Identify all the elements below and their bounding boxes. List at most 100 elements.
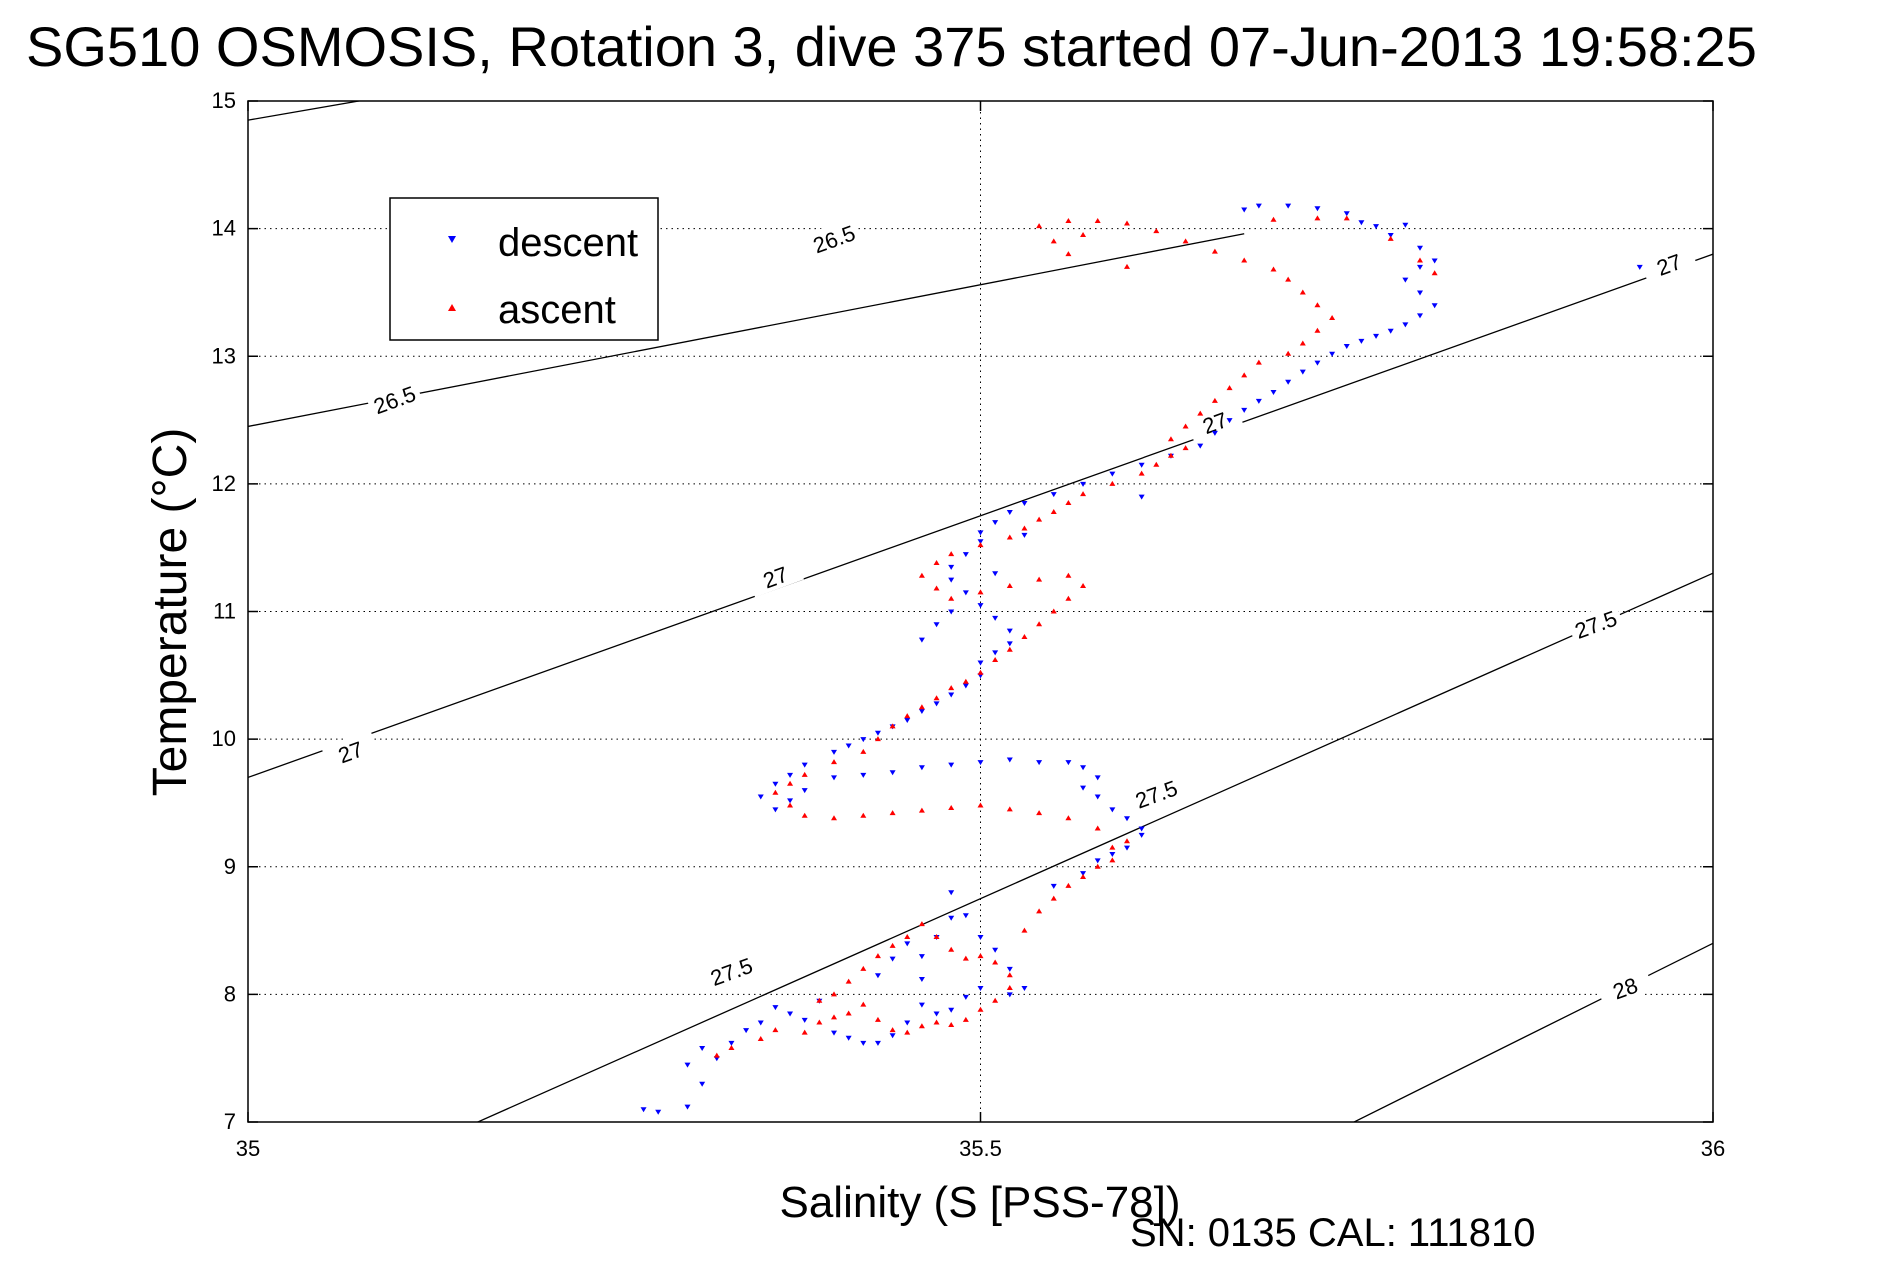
ascent-point [831, 815, 837, 821]
descent-point [787, 1011, 794, 1017]
ascent-point [1197, 410, 1204, 416]
ascent-point [992, 959, 999, 965]
x-tick-label: 35 [236, 1136, 260, 1161]
ascent-point [933, 695, 940, 701]
ascent-point [1036, 810, 1043, 816]
descent-point [1138, 462, 1145, 468]
descent-point [1299, 369, 1306, 375]
descent-point [977, 934, 984, 940]
ascent-point [860, 812, 867, 818]
density-contour-line [476, 572, 1713, 1122]
descent-point [992, 615, 999, 621]
descent-point [889, 956, 896, 962]
ascent-point [933, 933, 940, 939]
ascent-point [1021, 634, 1028, 640]
ascent-point [1065, 500, 1072, 506]
ascent-point [772, 1027, 779, 1033]
ascent-point [1124, 263, 1130, 269]
descent-point [962, 590, 969, 596]
descent-point [1080, 481, 1087, 487]
descent-point [948, 1007, 955, 1013]
descent-point [1109, 471, 1116, 477]
ascent-point [918, 704, 925, 710]
descent-point [1021, 501, 1028, 507]
ascent-point [1080, 873, 1087, 879]
descent-point [977, 760, 984, 766]
descent-point [831, 775, 837, 781]
descent-point [948, 890, 955, 896]
ascent-point [1167, 436, 1174, 442]
x-axis-label: Salinity (S [PSS-78]) [779, 1178, 1180, 1227]
ascent-point [1006, 984, 1013, 990]
ascent-point [948, 805, 955, 811]
ascent-point [1065, 217, 1072, 223]
ascent-point [918, 1023, 925, 1029]
descent-point [1138, 494, 1145, 500]
ascent-point [1050, 608, 1057, 614]
y-tick-label: 8 [224, 981, 236, 1006]
ascent-point [1182, 423, 1189, 429]
y-tick-label: 10 [212, 726, 236, 751]
descent-point [933, 622, 940, 628]
descent-point [1285, 379, 1292, 385]
ascent-point [1241, 372, 1248, 378]
descent-point [801, 788, 808, 794]
descent-point [1417, 290, 1423, 296]
legend-ascent-label: ascent [498, 288, 616, 332]
ascent-point [889, 1027, 896, 1033]
ascent-point [1006, 972, 1013, 978]
contour-label-bg [1185, 400, 1244, 443]
descent-point [1124, 816, 1130, 822]
legend-descent-marker [448, 236, 456, 243]
contour-label-bg [365, 377, 424, 420]
legend-box [389, 197, 659, 341]
ascent-point [1065, 595, 1072, 601]
contour-label-bg [746, 554, 804, 598]
descent-point [743, 1028, 750, 1034]
ascent-point [1417, 257, 1423, 263]
descent-point [845, 743, 852, 749]
ascent-point [1314, 327, 1321, 333]
descent-point [1270, 389, 1277, 395]
descent-point [1402, 322, 1409, 328]
descent-point [1417, 313, 1423, 319]
descent-point [992, 650, 999, 656]
descent-point [977, 660, 984, 666]
ascent-point [1285, 350, 1292, 356]
ascent-point [757, 1036, 764, 1042]
descent-point [1402, 222, 1409, 228]
ascent-point [787, 780, 794, 786]
ascent-point [1314, 215, 1321, 221]
descent-point [1006, 509, 1013, 515]
descent-point [1343, 344, 1350, 350]
ascent-point [713, 1052, 720, 1058]
descent-point [933, 701, 940, 707]
ascent-point [816, 1019, 823, 1025]
ascent-point [1182, 445, 1189, 451]
calibration-footer: SN: 0135 CAL: 111810 [1130, 1211, 1535, 1255]
ascent-point [1065, 815, 1072, 821]
y-tick-label: 13 [212, 343, 236, 368]
descent-point [1373, 333, 1380, 339]
descent-point [640, 1107, 647, 1113]
ascent-point [831, 759, 837, 765]
ascent-point [1211, 248, 1218, 254]
ascent-point [1343, 215, 1350, 221]
descent-point [1050, 883, 1057, 889]
ascent-point [1153, 228, 1160, 234]
descent-point [1080, 765, 1087, 771]
descent-point [962, 683, 969, 689]
ascent-point [948, 1022, 955, 1028]
ascent-point [1124, 838, 1130, 844]
contour-label-bg [702, 949, 760, 992]
descent-point [1021, 532, 1028, 538]
ascent-point [860, 1001, 867, 1007]
descent-point [831, 749, 837, 755]
ascent-point [933, 560, 940, 566]
descent-point [977, 603, 984, 609]
descent-point [948, 762, 955, 768]
x-tick-label: 35.5 [959, 1136, 1002, 1161]
ascent-point [1167, 452, 1174, 458]
